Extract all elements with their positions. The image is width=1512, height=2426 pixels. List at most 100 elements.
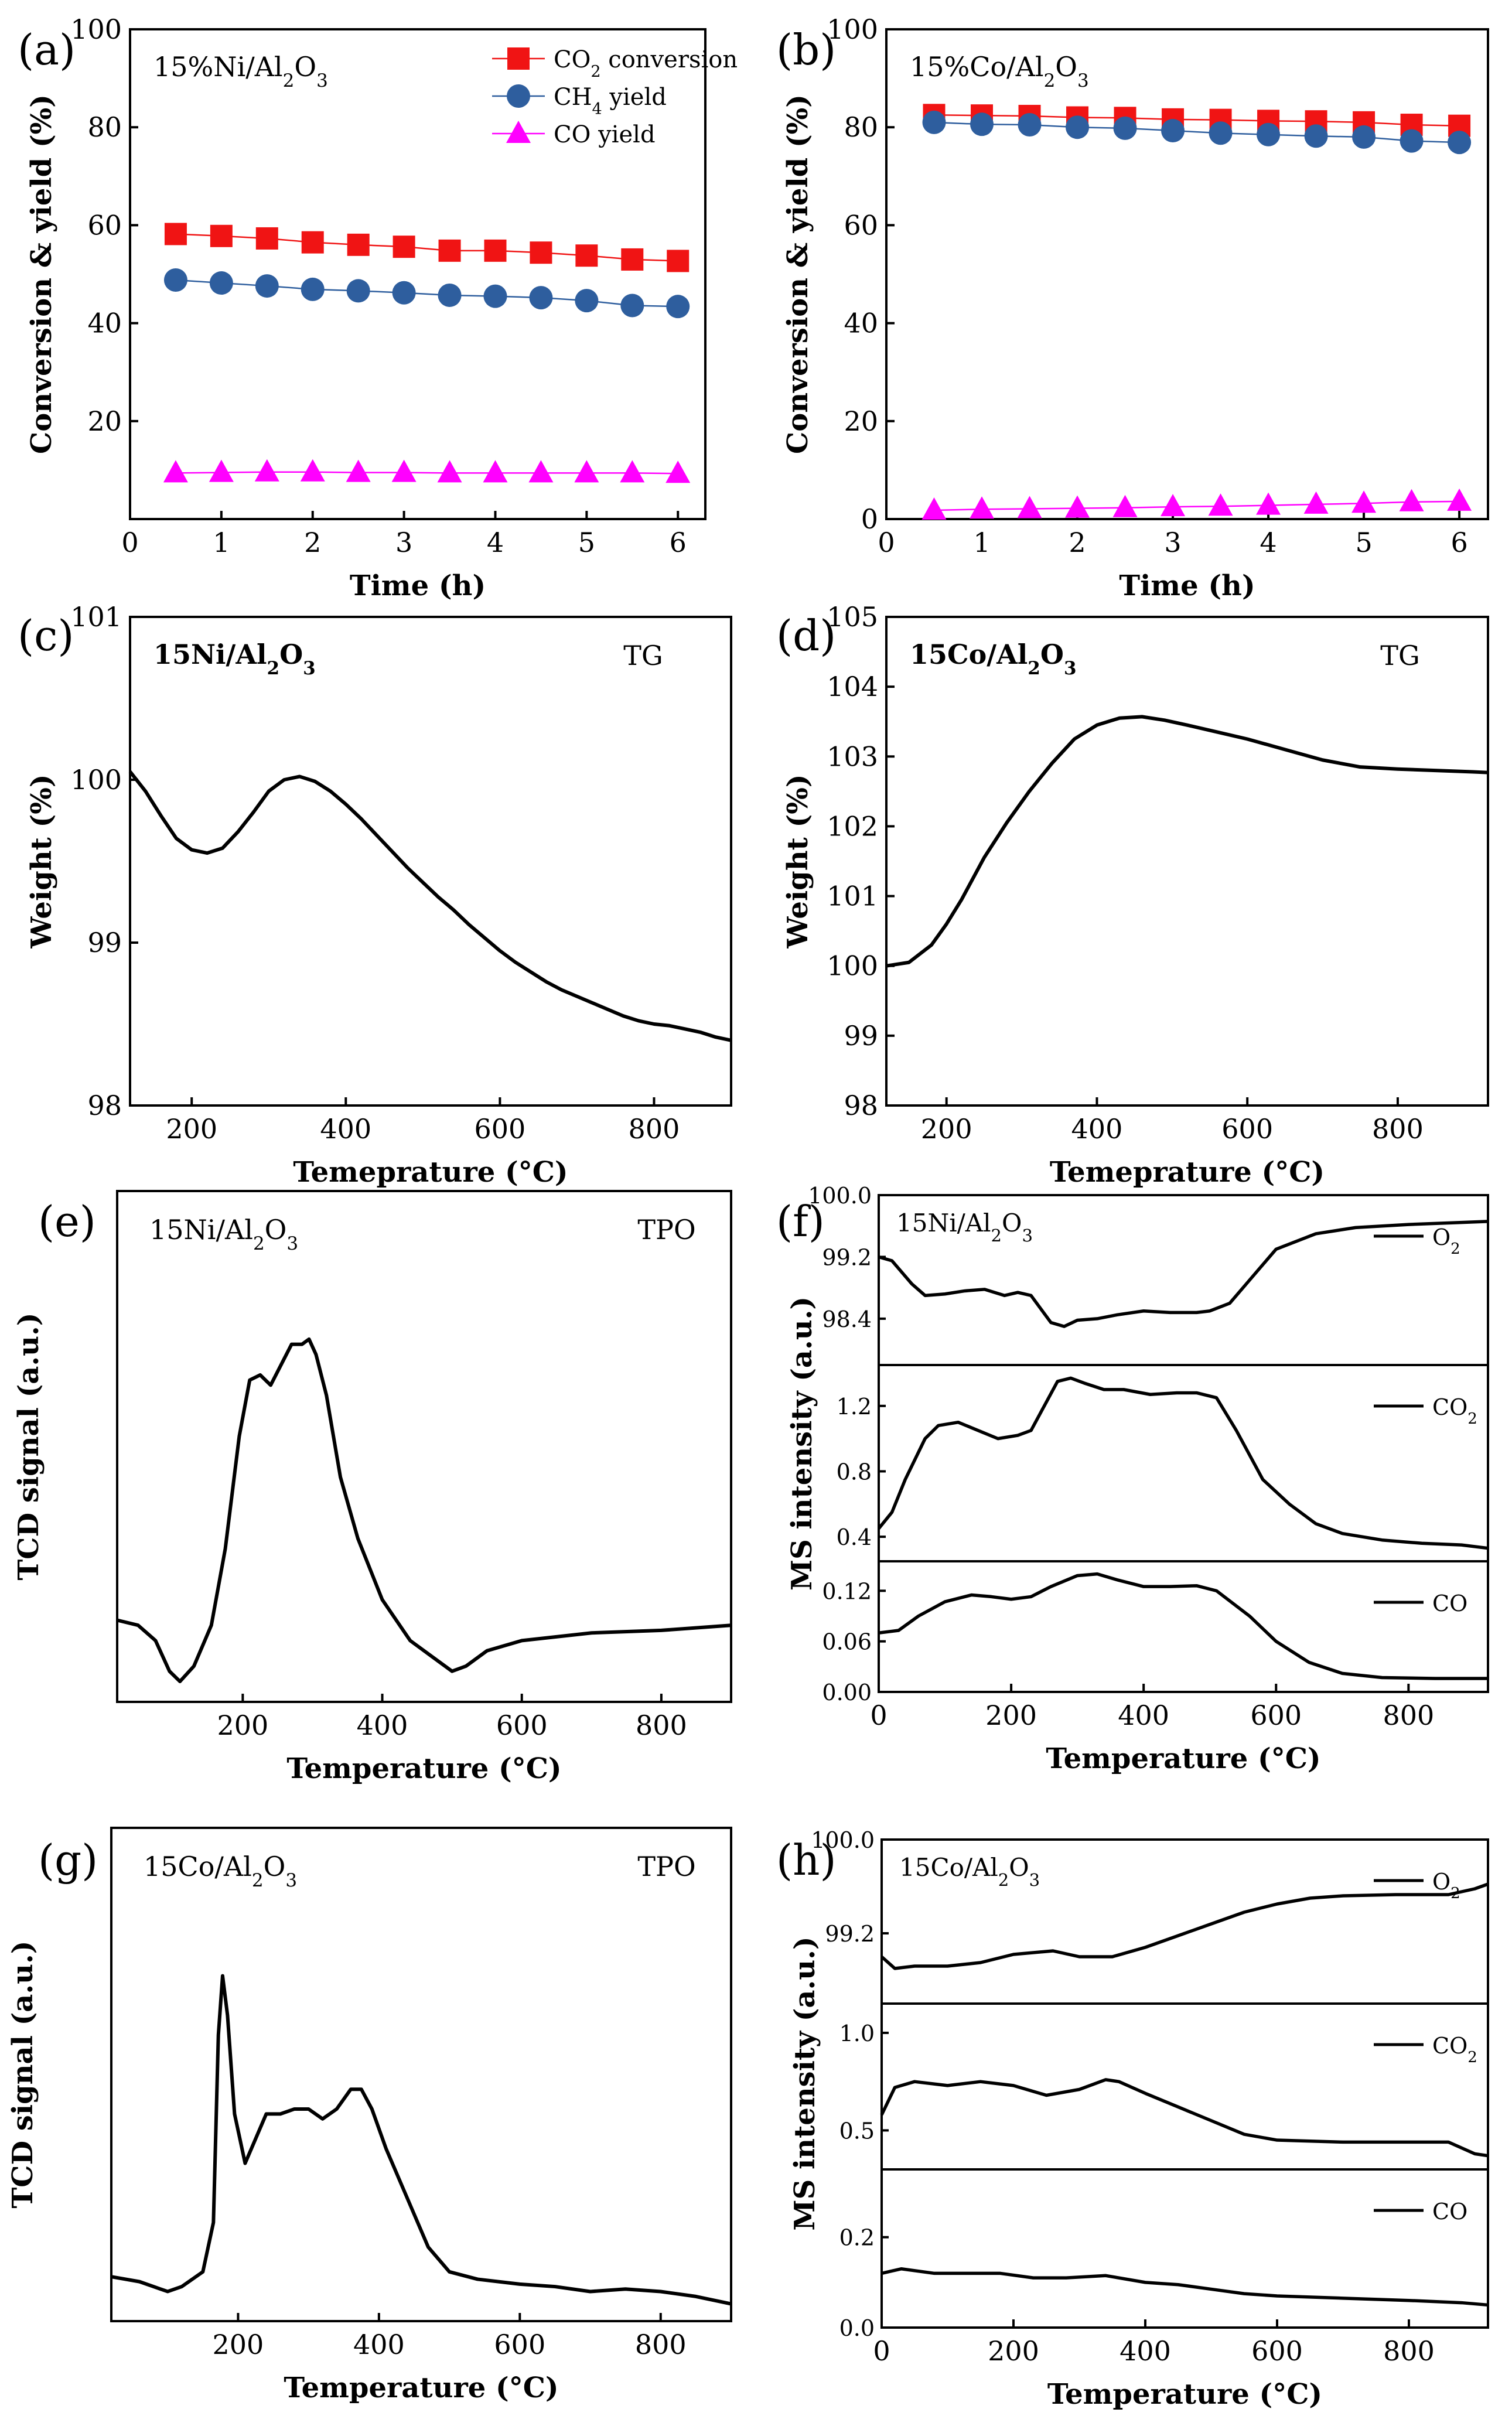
x-tick-label: 600 bbox=[496, 1710, 548, 1741]
y-tick-label: 0.00 bbox=[822, 1680, 872, 1705]
data-point bbox=[621, 248, 644, 271]
y-axis-label: Conversion & yield (%) bbox=[781, 94, 814, 454]
y-tick-label: 20 bbox=[844, 405, 878, 437]
chart-title: 15Co/Al2O3 bbox=[910, 639, 1077, 679]
annotation: TPO bbox=[637, 1851, 695, 1882]
x-tick-label: 0 bbox=[870, 1700, 887, 1731]
series-line bbox=[881, 2267, 1489, 2307]
subplot-co: 0.00 0.06 0.12 CO bbox=[822, 1572, 1488, 1705]
data-point bbox=[1304, 124, 1328, 148]
data-point bbox=[483, 460, 508, 483]
data-point bbox=[1066, 115, 1090, 139]
x-axis-label: Temperature (°C) bbox=[1046, 1742, 1320, 1775]
y-tick-label: 104 bbox=[827, 671, 878, 702]
data-point bbox=[1256, 492, 1281, 515]
data-point bbox=[437, 460, 462, 483]
legend-label: CO bbox=[1432, 2199, 1467, 2224]
x-tick-label: 3 bbox=[1164, 527, 1181, 558]
y-tick-label: 99 bbox=[844, 1020, 878, 1052]
data-point bbox=[1017, 496, 1042, 518]
y-tick-label: 1.2 bbox=[837, 1394, 872, 1420]
series-co-yield bbox=[163, 459, 691, 483]
data-point bbox=[163, 460, 188, 483]
series-tpo bbox=[117, 1337, 732, 1684]
panel-label: (a) bbox=[18, 25, 76, 74]
y-axis-label: Weight (%) bbox=[781, 774, 814, 948]
y-axis-label: MS intensity (a.u.) bbox=[786, 1296, 818, 1591]
x-tick-label: 200 bbox=[213, 2329, 264, 2360]
data-point bbox=[209, 459, 234, 482]
x-tick-label: 800 bbox=[1372, 1113, 1424, 1145]
x-tick-label: 200 bbox=[988, 2335, 1039, 2367]
chart-title: 15Ni/Al2O3 bbox=[153, 639, 316, 679]
x-axis-label: Temperature (°C) bbox=[1047, 2378, 1322, 2411]
data-point bbox=[301, 277, 325, 301]
series-line bbox=[934, 500, 1460, 511]
y-tick-label: 105 bbox=[827, 601, 878, 633]
data-point bbox=[528, 460, 554, 483]
data-point bbox=[575, 289, 599, 313]
data-point bbox=[300, 459, 325, 482]
series-ch4-yield bbox=[922, 110, 1472, 155]
data-point bbox=[665, 460, 691, 483]
data-point bbox=[210, 224, 233, 247]
y-tick-label: 0.5 bbox=[839, 2118, 875, 2144]
data-point bbox=[1448, 131, 1472, 155]
legend-label: O2 bbox=[1432, 1869, 1460, 1902]
data-point bbox=[346, 459, 371, 482]
panel-h: (h) 0 200 400 600 800 Temperature (°C) MS inten… bbox=[776, 1827, 1489, 2411]
x-tick-label: 2 bbox=[1069, 527, 1086, 558]
x-tick-label: 2 bbox=[304, 527, 321, 558]
data-point bbox=[301, 231, 324, 254]
y-tick-label: 101 bbox=[827, 881, 878, 912]
x-tick-label: 5 bbox=[578, 527, 595, 558]
data-point bbox=[921, 497, 947, 520]
x-tick-label: 6 bbox=[670, 527, 687, 558]
legend-label: CO2 bbox=[1432, 2033, 1477, 2066]
plot-frame bbox=[885, 616, 1489, 1107]
y-tick-label: 80 bbox=[844, 111, 878, 143]
data-point bbox=[438, 239, 461, 262]
series-line bbox=[880, 2078, 1489, 2158]
y-tick-label: 80 bbox=[87, 111, 122, 143]
data-point bbox=[529, 286, 553, 310]
x-tick-label: 6 bbox=[1450, 527, 1467, 558]
data-point bbox=[347, 233, 370, 256]
x-tick-label: 800 bbox=[635, 2329, 687, 2360]
y-tick-label: 0.06 bbox=[822, 1629, 872, 1655]
data-point bbox=[1399, 489, 1424, 511]
subplot-co: 0.0 0.2 CO bbox=[839, 2199, 1489, 2341]
plot-frame bbox=[129, 616, 732, 1107]
x-tick-label: 1 bbox=[973, 527, 990, 558]
data-point bbox=[438, 283, 462, 307]
plot-frame bbox=[129, 28, 706, 520]
annotation: TG bbox=[1380, 640, 1419, 671]
panel-a: (a) 0 1 2 3 4 5 6 Time (h) Conversion & yield (%)… bbox=[18, 13, 738, 602]
data-point bbox=[254, 459, 279, 482]
x-tick-label: 3 bbox=[395, 527, 412, 558]
chart-title: 15Ni/Al2O3 bbox=[149, 1214, 298, 1254]
panel-label: (c) bbox=[18, 611, 74, 660]
panel-f: (f) 0 200 400 600 800 Temperature (°C) MS inten… bbox=[776, 1183, 1489, 1775]
y-axis-label: Weight (%) bbox=[25, 774, 58, 948]
x-axis-label: Time (h) bbox=[1119, 569, 1255, 602]
x-tick-label: 600 bbox=[474, 1113, 525, 1145]
x-tick-label: 400 bbox=[357, 1710, 408, 1741]
data-point bbox=[1303, 491, 1329, 514]
y-tick-label: 100 bbox=[827, 950, 878, 982]
annotation: TG bbox=[623, 640, 663, 671]
y-tick-label: 0.8 bbox=[837, 1459, 872, 1485]
series-co-yield bbox=[921, 488, 1472, 520]
x-tick-label: 400 bbox=[1071, 1113, 1123, 1145]
subplot-co2: 0.4 0.8 1.2 CO2 bbox=[837, 1376, 1489, 1550]
data-point bbox=[209, 271, 233, 295]
y-tick-label: 100 bbox=[70, 13, 122, 45]
x-tick-label: 200 bbox=[166, 1113, 217, 1145]
subplot-o2: 98.4 99.2 100.0 O2 bbox=[808, 1183, 1489, 1332]
data-point bbox=[922, 110, 946, 134]
data-point bbox=[164, 223, 187, 245]
data-point bbox=[1161, 119, 1185, 143]
series-tg bbox=[128, 770, 732, 1042]
data-point bbox=[483, 284, 507, 308]
